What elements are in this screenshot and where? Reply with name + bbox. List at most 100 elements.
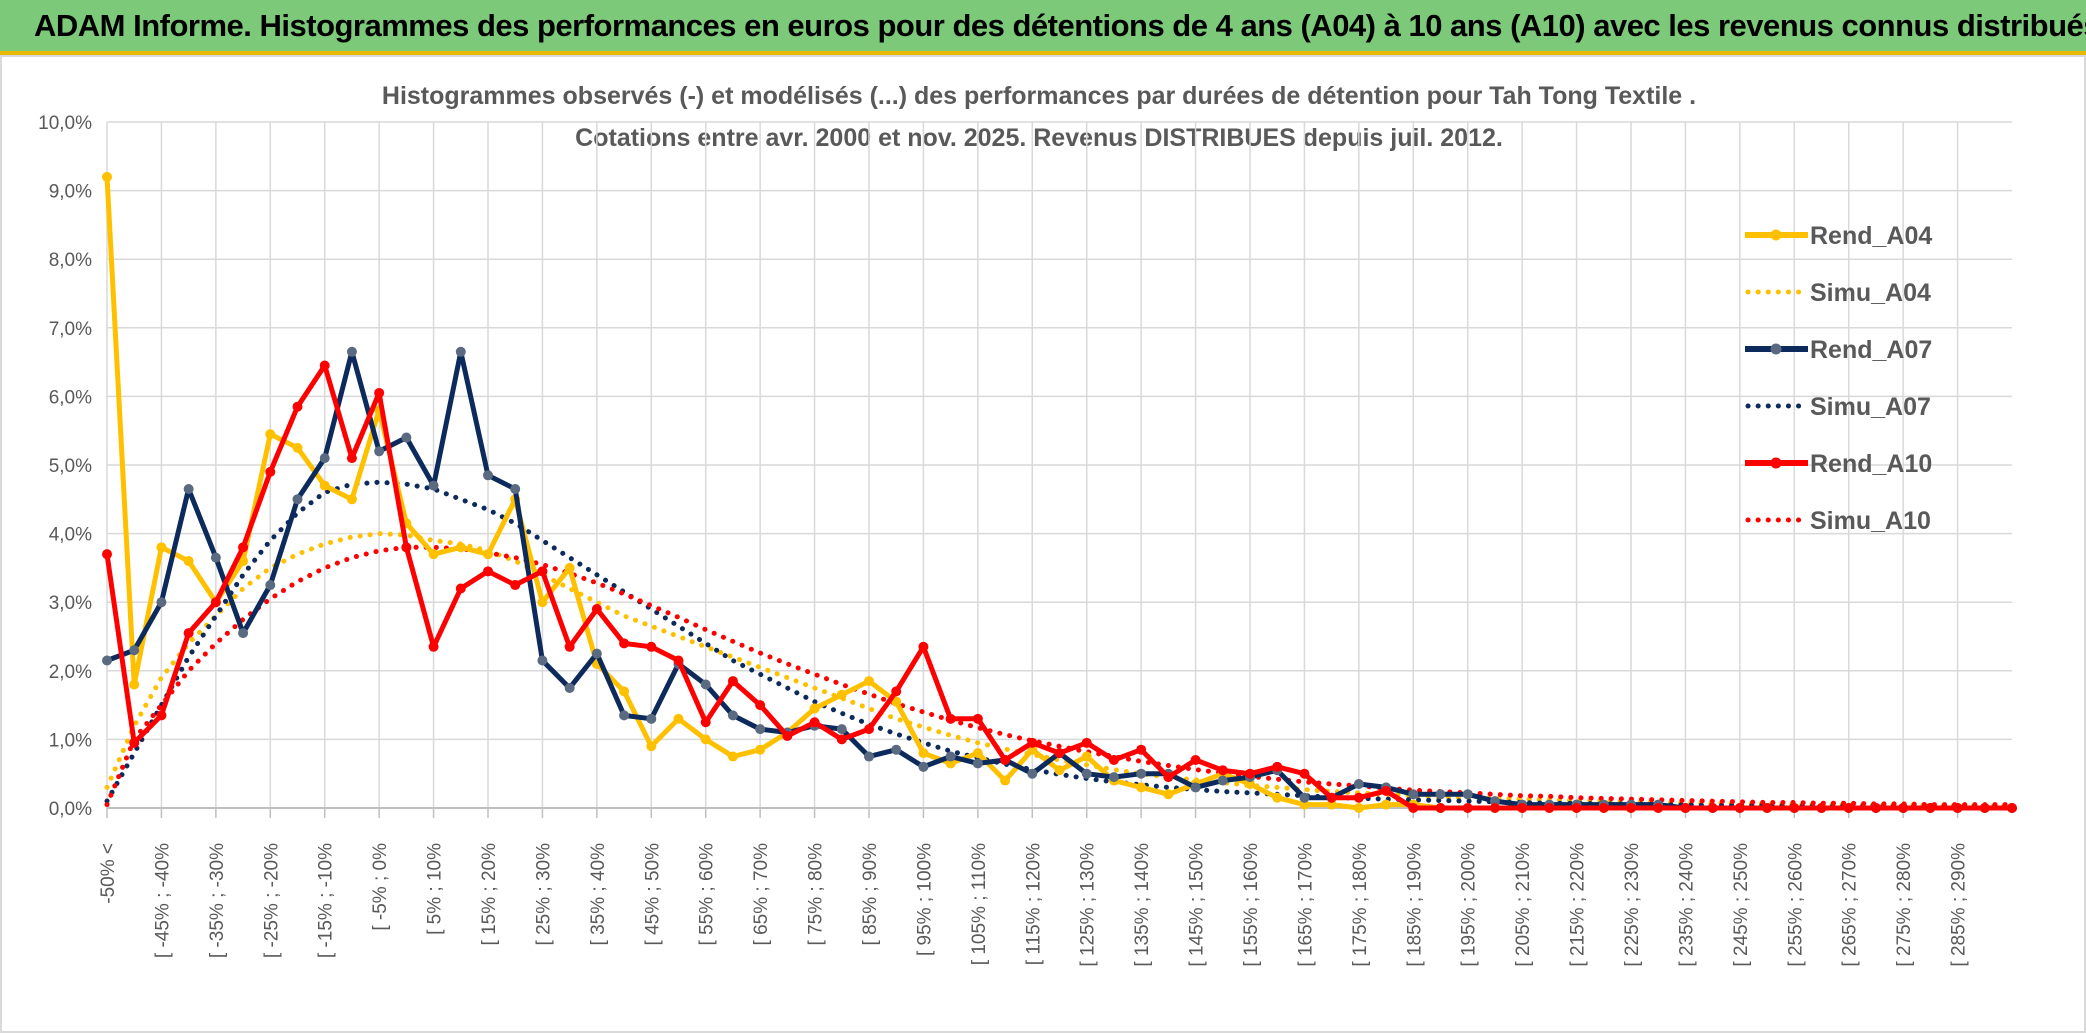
data-point: [346, 453, 357, 464]
y-tick-label: 9,0%: [49, 182, 92, 203]
data-point: [891, 696, 902, 707]
x-tick-label: [ 135% ; 140%: [1132, 843, 1153, 967]
data-point: [891, 744, 902, 755]
data-point: [1081, 751, 1092, 762]
x-tick-label: [ 165% ; 170%: [1295, 843, 1316, 967]
data-point: [428, 549, 439, 560]
legend-label: Rend_A07: [1810, 336, 1932, 364]
data-point: [727, 751, 738, 762]
data-point: [700, 734, 711, 745]
data-point: [238, 556, 249, 567]
rend-line: [104, 363, 2012, 811]
data-point: [1217, 765, 1228, 776]
data-point: [1054, 748, 1065, 759]
data-point: [265, 466, 276, 477]
x-tick-label: [ 235% ; 240%: [1676, 843, 1697, 967]
data-point: [1136, 744, 1147, 755]
data-point: [1462, 789, 1473, 800]
legend-marker: [1770, 229, 1782, 241]
data-point: [346, 494, 357, 505]
data-point: [755, 724, 766, 735]
x-tick-label: [ 105% ; 110%: [969, 843, 990, 965]
data-point: [455, 583, 466, 594]
x-tick-label: [ -35% ; -30%: [207, 843, 228, 958]
data-point: [1979, 803, 1990, 813]
data-point: [401, 432, 412, 443]
data-point: [183, 628, 194, 639]
data-point: [972, 758, 983, 769]
data-point: [591, 604, 602, 615]
data-point: [727, 710, 738, 721]
data-point: [510, 484, 521, 495]
x-tick-label: [ -45% ; -40%: [152, 843, 173, 958]
data-point: [1462, 803, 1473, 813]
data-point: [292, 494, 303, 505]
data-point: [1680, 803, 1691, 813]
data-point: [238, 628, 249, 639]
y-tick-label: 10,0%: [38, 113, 92, 134]
data-point: [673, 655, 684, 666]
data-point: [183, 484, 194, 495]
data-point: [755, 700, 766, 711]
data-point: [156, 542, 167, 553]
data-point: [102, 549, 112, 560]
x-tick-label: [ 95% ; 100%: [914, 843, 935, 956]
data-point: [1081, 737, 1092, 748]
legend: Rend_A04 Simu_A04 Rend_A07 Simu_A07 Rend_A10…: [1745, 222, 1932, 535]
data-point: [864, 724, 874, 735]
x-axis: -50% < [ -45% ; -40% [ -35% ; -30% [ -25% ;…: [98, 807, 2012, 967]
x-tick-label: [ 15% ; 20%: [479, 843, 500, 946]
data-point: [1707, 803, 1718, 813]
x-tick-label: [ 265% ; 270%: [1840, 843, 1861, 967]
data-point: [374, 446, 385, 457]
data-point: [1898, 803, 1909, 813]
data-point: [1027, 737, 1038, 748]
data-point: [1299, 792, 1310, 803]
histogram-chart: Histogrammes observés (-) et modélisés (…: [38, 82, 2017, 967]
data-point: [319, 480, 330, 491]
series-rend-a10: [102, 360, 2017, 813]
x-tick-label: [ -15% ; -10%: [316, 843, 337, 958]
legend-item-simu-a04: Simu_A04: [1745, 279, 1931, 307]
data-point: [292, 401, 303, 412]
x-tick-label: [ 5% ; 10%: [425, 843, 446, 935]
data-point: [1435, 789, 1446, 800]
data-point: [1544, 803, 1555, 813]
data-point: [102, 655, 112, 666]
data-point: [864, 676, 874, 687]
x-tick-label: -50% <: [98, 843, 119, 904]
data-point: [1843, 803, 1854, 813]
legend-label: Simu_A10: [1810, 507, 1931, 535]
legend-label: Simu_A07: [1810, 393, 1931, 421]
data-point: [1027, 768, 1038, 779]
data-point: [1816, 803, 1827, 813]
series-rend-a04: [102, 171, 2017, 813]
data-point: [265, 429, 276, 440]
data-point: [1190, 754, 1201, 765]
data-point: [1626, 803, 1636, 813]
series-simu-a04: [104, 531, 2015, 809]
data-point: [510, 580, 521, 591]
y-tick-label: 7,0%: [49, 319, 92, 340]
data-point: [809, 703, 820, 714]
data-point: [945, 758, 956, 769]
data-point: [1653, 803, 1664, 813]
data-point: [836, 724, 847, 735]
legend-item-rend-a04: Rend_A04: [1745, 222, 1932, 250]
data-point: [537, 655, 548, 666]
x-tick-label: [ -25% ; -20%: [261, 843, 282, 958]
data-point: [1353, 778, 1364, 789]
data-point: [564, 641, 575, 652]
data-point: [836, 689, 847, 700]
data-point: [292, 442, 303, 453]
data-point: [1299, 768, 1310, 779]
data-point: [210, 597, 221, 608]
legend-item-simu-a10: Simu_A10: [1745, 507, 1931, 535]
x-tick-label: [ 45% ; 50%: [642, 843, 663, 946]
y-tick-label: 4,0%: [49, 525, 92, 546]
x-tick-label: [ 25% ; 30%: [533, 843, 554, 946]
data-point: [483, 549, 493, 560]
data-point: [1762, 803, 1773, 813]
data-point: [782, 730, 793, 741]
rend-line: [104, 176, 2012, 811]
